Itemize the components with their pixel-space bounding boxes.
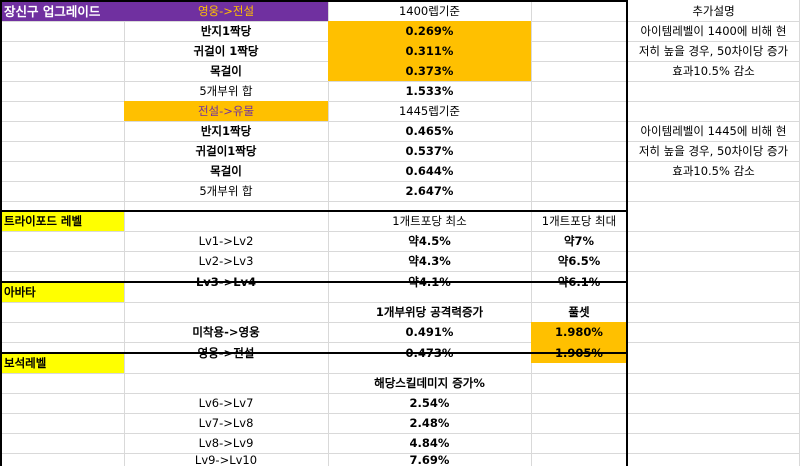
note-line: 효과10.5% 감소 (672, 164, 755, 178)
col-header-full-set[interactable]: 풀셋 (568, 305, 590, 319)
section-title-tripod-level[interactable]: 트라이포드 레벨 (0, 211, 124, 231)
row-value[interactable]: 0.465% (405, 124, 454, 138)
sum-value[interactable]: 2.647% (405, 184, 454, 198)
border-sec3-top (0, 210, 628, 212)
row-value[interactable]: 0.311% (328, 41, 531, 61)
subheader-legend-to-relic[interactable]: 전설->유물 (124, 101, 328, 121)
sum-value[interactable]: 1.533% (405, 84, 454, 98)
row-value[interactable]: 4.84% (409, 436, 450, 450)
row-value[interactable]: 0.373% (328, 61, 531, 81)
row-label[interactable]: Lv9->Lv10 (194, 453, 258, 466)
note-line: 저히 높을 경우, 50차이당 증가 (638, 144, 789, 158)
sum-label[interactable]: 5개부위 합 (199, 84, 253, 98)
row-value[interactable]: 0.644% (405, 164, 454, 178)
border-sec4-top (0, 281, 628, 283)
border-sec5-top (0, 352, 628, 354)
col-header-max[interactable]: 1개트포당 최대 (541, 214, 617, 228)
row-label[interactable]: 귀걸이 1짝당 (193, 44, 259, 58)
row-value[interactable]: 0.269% (328, 21, 531, 41)
section-title-accessory-upgrade[interactable]: 장신구 업그레이드 (0, 0, 124, 21)
border-top (0, 0, 628, 2)
row-label[interactable]: Lv7->Lv8 (198, 416, 254, 430)
col-header-min[interactable]: 1개트포당 최소 (392, 214, 467, 228)
note-line: 효과10.5% 감소 (672, 64, 755, 78)
row-label[interactable]: 반지1짝당 (200, 24, 252, 38)
section-title-gem-level[interactable]: 보석레벨 (0, 353, 124, 373)
row-label[interactable]: 귀걸이1짝당 (195, 144, 257, 158)
note-line: 저히 높을 경우, 50차이당 증가 (638, 44, 789, 58)
note-title[interactable]: 추가설명 (692, 3, 735, 18)
row-label[interactable]: 반지1짝당 (200, 124, 252, 138)
row-part[interactable]: 0.491% (405, 325, 454, 339)
note-line: 아이템레벨이 1445에 비해 현 (640, 124, 787, 138)
basis-1400[interactable]: 1400렙기준 (398, 3, 460, 18)
border-left (0, 0, 2, 466)
row-label[interactable]: 목걸이 (210, 164, 242, 178)
section-title-avatar[interactable]: 아바타 (0, 282, 124, 302)
sum-label[interactable]: 5개부위 합 (199, 184, 253, 198)
row-max[interactable]: 약7% (563, 234, 595, 248)
row-set[interactable]: 1.980% (531, 322, 627, 342)
row-value[interactable]: 2.48% (409, 416, 450, 430)
row-min[interactable]: 약4.3% (408, 254, 451, 268)
row-value[interactable]: 7.69% (409, 453, 450, 466)
row-label[interactable]: Lv8->Lv9 (198, 436, 254, 450)
note-line: 아이템레벨이 1400에 비해 현 (640, 24, 787, 38)
row-value[interactable]: 2.54% (409, 396, 450, 410)
col-header-per-part[interactable]: 1개부위당 공격력증가 (375, 305, 484, 319)
row-label[interactable]: 목걸이 (210, 64, 242, 78)
row-label[interactable]: Lv1->Lv2 (198, 234, 254, 248)
row-max[interactable]: 약6.5% (557, 254, 601, 268)
row-label[interactable]: Lv6->Lv7 (198, 396, 254, 410)
row-label[interactable]: Lv2->Lv3 (198, 254, 254, 268)
col-header-skill-damage[interactable]: 해당스킬데미지 증가% (374, 376, 485, 390)
row-min[interactable]: 약4.5% (408, 234, 451, 248)
row-value[interactable]: 0.537% (405, 144, 454, 158)
border-right (626, 0, 628, 466)
basis-1445[interactable]: 1445렙기준 (398, 104, 460, 118)
subheader-hero-to-legend[interactable]: 영웅->전설 (124, 0, 328, 21)
row-label[interactable]: 미착용->영웅 (192, 325, 260, 339)
